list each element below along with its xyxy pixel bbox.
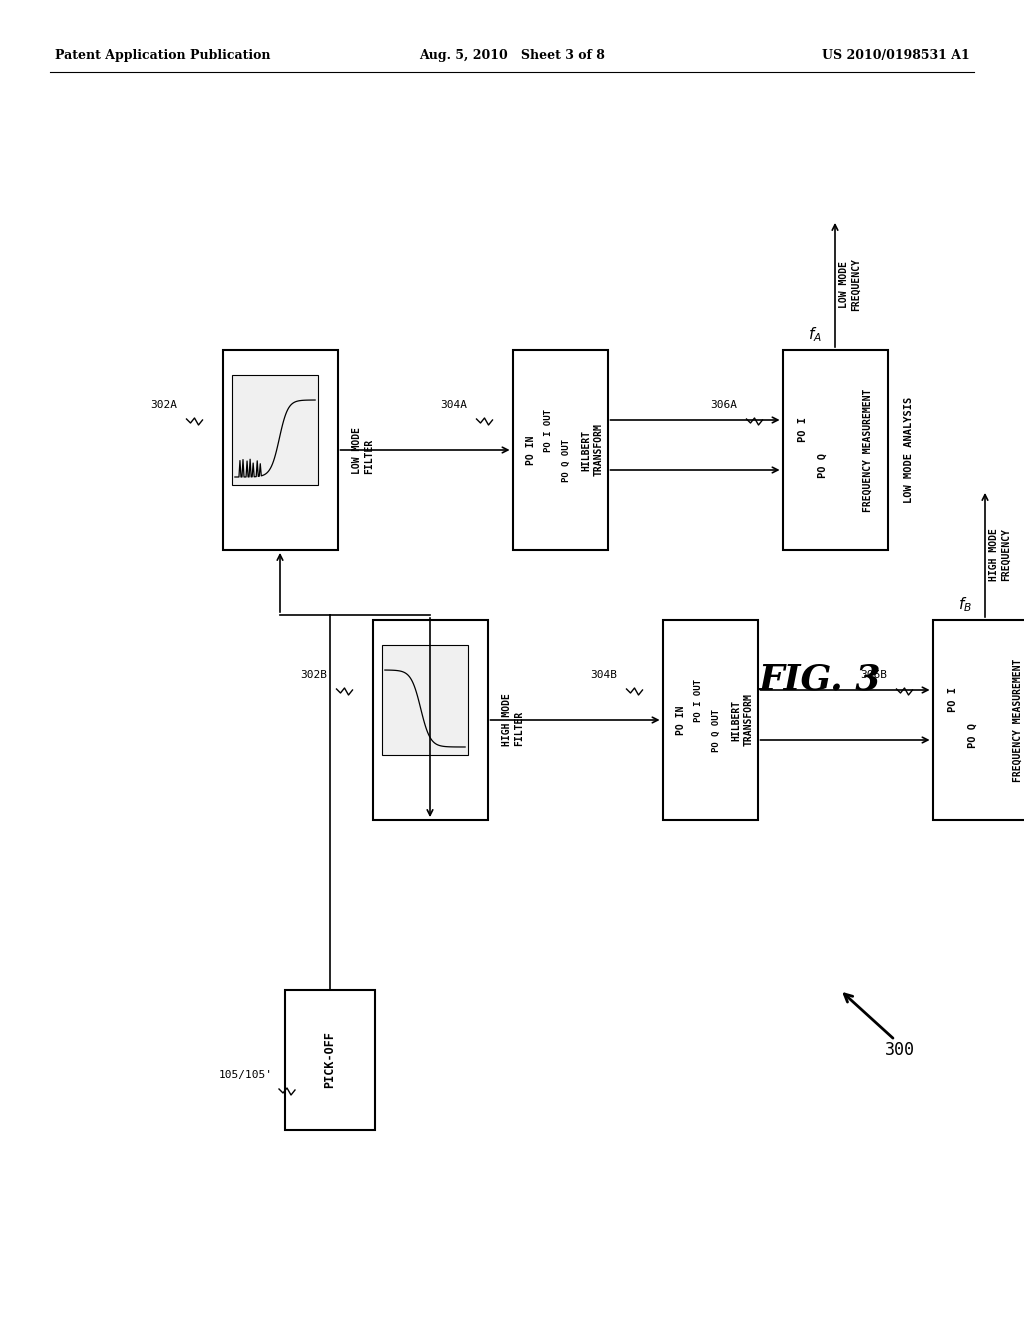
Text: PO Q: PO Q bbox=[968, 722, 978, 747]
Text: Aug. 5, 2010   Sheet 3 of 8: Aug. 5, 2010 Sheet 3 of 8 bbox=[419, 49, 605, 62]
Text: FREQUENCY MEASUREMENT: FREQUENCY MEASUREMENT bbox=[1013, 659, 1023, 781]
Text: PO IN: PO IN bbox=[676, 705, 685, 735]
Bar bbox=[782, 350, 888, 550]
Text: PO I OUT: PO I OUT bbox=[694, 678, 703, 722]
Text: PO Q OUT: PO Q OUT bbox=[562, 438, 571, 482]
Text: PO I: PO I bbox=[947, 688, 957, 713]
Bar bbox=[285, 990, 375, 1130]
Text: HILBERT
TRANSFORM: HILBERT TRANSFORM bbox=[732, 693, 754, 746]
Bar bbox=[382, 645, 468, 755]
Bar bbox=[373, 620, 487, 820]
Text: 300: 300 bbox=[885, 1041, 915, 1059]
Text: PO IN: PO IN bbox=[525, 436, 536, 465]
Text: 302A: 302A bbox=[151, 400, 177, 411]
Bar bbox=[933, 620, 1024, 820]
Text: FREQUENCY MEASUREMENT: FREQUENCY MEASUREMENT bbox=[862, 388, 872, 512]
Text: Patent Application Publication: Patent Application Publication bbox=[55, 49, 270, 62]
Text: 302B: 302B bbox=[300, 671, 328, 680]
Text: PO Q: PO Q bbox=[817, 453, 827, 478]
Text: PO I OUT: PO I OUT bbox=[544, 408, 553, 451]
Bar bbox=[231, 375, 318, 484]
Text: LOW MODE
FILTER: LOW MODE FILTER bbox=[352, 426, 374, 474]
Bar bbox=[663, 620, 758, 820]
Text: $f_B$: $f_B$ bbox=[958, 595, 972, 614]
Text: LOW MODE
FREQUENCY: LOW MODE FREQUENCY bbox=[840, 259, 861, 312]
Text: 306A: 306A bbox=[711, 400, 737, 411]
Text: 306B: 306B bbox=[860, 671, 888, 680]
Text: PICK-OFF: PICK-OFF bbox=[324, 1031, 337, 1089]
Text: US 2010/0198531 A1: US 2010/0198531 A1 bbox=[822, 49, 970, 62]
Text: $f_A$: $f_A$ bbox=[808, 326, 822, 345]
Bar bbox=[222, 350, 338, 550]
Text: HIGH MODE
FILTER: HIGH MODE FILTER bbox=[503, 693, 524, 746]
Text: HILBERT
TRANSFORM: HILBERT TRANSFORM bbox=[582, 424, 603, 477]
Text: PO I: PO I bbox=[798, 417, 808, 442]
Text: 304B: 304B bbox=[591, 671, 617, 680]
Text: 105/105': 105/105' bbox=[219, 1071, 273, 1080]
Text: PO Q OUT: PO Q OUT bbox=[712, 709, 721, 751]
Text: 304A: 304A bbox=[440, 400, 468, 411]
Text: HIGH MODE
FREQUENCY: HIGH MODE FREQUENCY bbox=[989, 528, 1011, 581]
Text: FIG. 3: FIG. 3 bbox=[759, 663, 882, 697]
Bar bbox=[512, 350, 607, 550]
Text: LOW MODE ANALYSIS: LOW MODE ANALYSIS bbox=[904, 397, 914, 503]
